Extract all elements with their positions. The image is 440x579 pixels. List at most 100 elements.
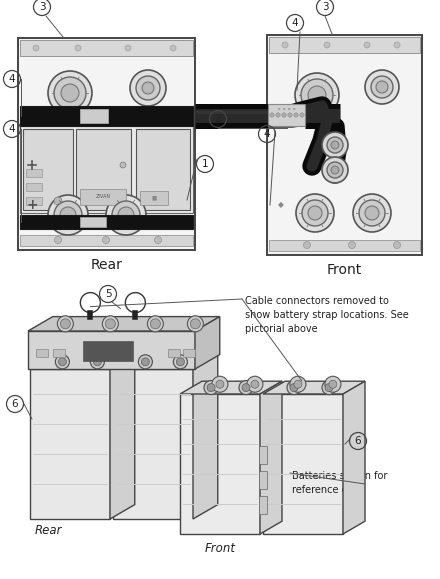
Bar xyxy=(20,106,193,126)
Circle shape xyxy=(290,384,298,391)
Circle shape xyxy=(294,380,302,389)
Circle shape xyxy=(118,207,134,223)
Text: ZIVAN: ZIVAN xyxy=(95,195,110,200)
Text: o  o  o  o: o o o o xyxy=(278,107,295,111)
Text: ◆: ◆ xyxy=(278,200,284,210)
Circle shape xyxy=(141,358,149,366)
Circle shape xyxy=(204,380,218,395)
Circle shape xyxy=(105,319,115,329)
Circle shape xyxy=(136,76,160,100)
Circle shape xyxy=(394,42,400,48)
Circle shape xyxy=(61,84,79,102)
Circle shape xyxy=(304,241,311,248)
Circle shape xyxy=(329,380,337,389)
Circle shape xyxy=(364,42,370,48)
Circle shape xyxy=(60,319,70,329)
Circle shape xyxy=(300,113,304,117)
Circle shape xyxy=(33,45,39,51)
Text: Rear: Rear xyxy=(91,258,122,272)
Text: 3: 3 xyxy=(322,2,328,12)
Circle shape xyxy=(55,355,70,369)
Polygon shape xyxy=(195,317,220,369)
Bar xyxy=(136,129,190,210)
Circle shape xyxy=(359,200,385,226)
Circle shape xyxy=(173,355,187,369)
FancyBboxPatch shape xyxy=(18,38,195,250)
Text: 2: 2 xyxy=(215,114,221,124)
Circle shape xyxy=(57,316,73,332)
Text: 4: 4 xyxy=(9,74,15,84)
Circle shape xyxy=(251,380,259,389)
Circle shape xyxy=(93,358,101,366)
Text: 6: 6 xyxy=(355,436,361,446)
Circle shape xyxy=(327,137,343,153)
Text: Cable connectors removed to
show battery strap locations. See
pictorial above: Cable connectors removed to show battery… xyxy=(245,296,409,334)
Circle shape xyxy=(106,195,146,235)
Text: 4: 4 xyxy=(264,129,270,139)
Circle shape xyxy=(150,319,160,329)
Bar xyxy=(83,341,133,361)
Circle shape xyxy=(296,194,334,232)
Circle shape xyxy=(353,194,391,232)
Circle shape xyxy=(365,70,399,104)
Circle shape xyxy=(59,358,66,366)
Circle shape xyxy=(308,86,326,104)
Circle shape xyxy=(276,113,280,117)
Circle shape xyxy=(130,70,166,106)
Circle shape xyxy=(142,82,154,94)
Circle shape xyxy=(282,42,288,48)
Bar xyxy=(183,349,195,357)
Bar xyxy=(76,129,131,210)
Circle shape xyxy=(288,113,292,117)
Text: 6: 6 xyxy=(12,399,18,409)
Bar xyxy=(53,349,65,357)
Bar xyxy=(140,191,168,205)
Bar xyxy=(80,217,106,227)
Polygon shape xyxy=(260,381,282,534)
Circle shape xyxy=(103,236,110,244)
Circle shape xyxy=(325,376,341,392)
Circle shape xyxy=(239,380,253,395)
Text: 4: 4 xyxy=(292,18,298,28)
Circle shape xyxy=(322,132,348,158)
Circle shape xyxy=(90,355,104,369)
Polygon shape xyxy=(193,354,218,519)
Bar xyxy=(259,471,267,489)
Circle shape xyxy=(282,113,286,117)
Bar xyxy=(168,349,180,357)
Circle shape xyxy=(322,157,348,183)
Bar xyxy=(80,109,108,123)
Text: Front: Front xyxy=(327,263,362,277)
FancyBboxPatch shape xyxy=(267,35,422,255)
Circle shape xyxy=(365,206,379,220)
Circle shape xyxy=(60,207,76,223)
Polygon shape xyxy=(180,381,282,394)
Bar xyxy=(20,235,193,246)
Circle shape xyxy=(371,76,393,98)
Circle shape xyxy=(54,201,82,229)
Bar xyxy=(20,215,193,229)
Polygon shape xyxy=(343,381,365,534)
Bar xyxy=(268,104,305,126)
Polygon shape xyxy=(180,394,260,534)
Circle shape xyxy=(301,79,333,111)
Polygon shape xyxy=(28,317,220,331)
Polygon shape xyxy=(263,394,343,534)
Circle shape xyxy=(48,71,92,115)
Circle shape xyxy=(294,113,298,117)
Bar xyxy=(269,240,420,251)
Circle shape xyxy=(212,376,228,392)
Bar xyxy=(26,169,42,177)
Text: +: + xyxy=(26,198,38,212)
Circle shape xyxy=(331,166,339,174)
Circle shape xyxy=(138,355,152,369)
Circle shape xyxy=(170,45,176,51)
Bar xyxy=(269,37,420,53)
Circle shape xyxy=(325,384,333,391)
Circle shape xyxy=(187,316,203,332)
Circle shape xyxy=(54,197,62,205)
Circle shape xyxy=(147,316,163,332)
Text: 5: 5 xyxy=(105,289,111,299)
Circle shape xyxy=(48,195,88,235)
Text: Front: Front xyxy=(205,541,236,555)
